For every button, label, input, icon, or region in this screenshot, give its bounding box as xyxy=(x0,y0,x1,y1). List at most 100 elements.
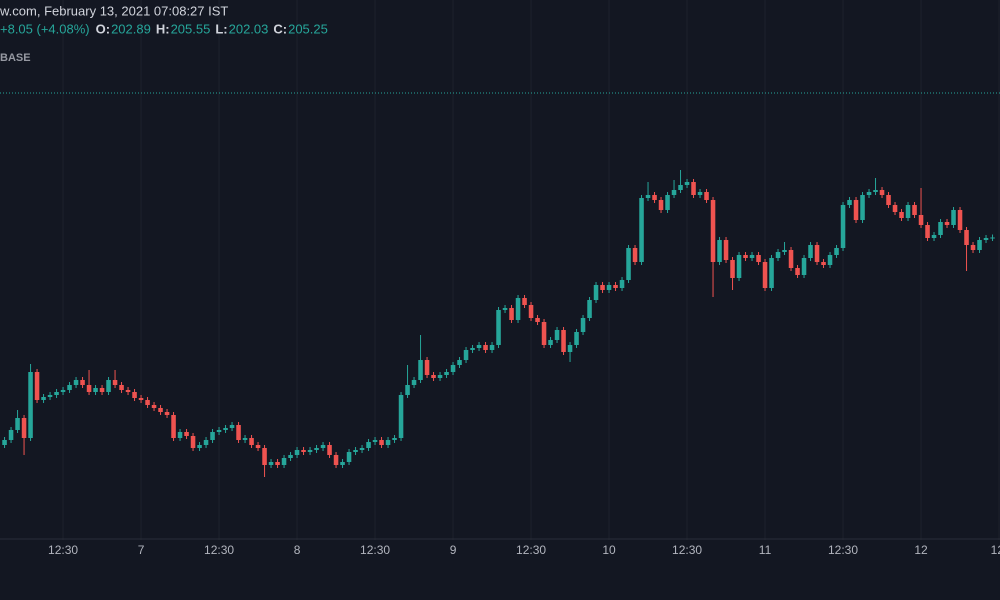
candle-body xyxy=(431,375,436,378)
candle-body xyxy=(132,392,137,398)
candle-body xyxy=(548,340,553,345)
candle-body xyxy=(925,225,930,238)
x-tick-label: 7 xyxy=(138,543,145,557)
candle-body xyxy=(47,395,53,397)
candle-body xyxy=(873,190,878,192)
candle-body xyxy=(847,200,852,205)
candle-body xyxy=(918,215,924,225)
candle-body xyxy=(106,380,111,392)
candle-body xyxy=(691,182,696,195)
candle-body xyxy=(372,440,378,442)
candle-body xyxy=(535,318,540,322)
candle-body xyxy=(268,462,274,465)
candle-body xyxy=(678,185,683,190)
candle-body xyxy=(405,385,410,395)
candle-body xyxy=(639,198,644,262)
candle-body xyxy=(944,222,950,225)
candle-body xyxy=(684,182,690,185)
candle-body xyxy=(580,318,586,332)
candle-body xyxy=(632,248,638,262)
x-tick-label: 12 xyxy=(914,543,928,557)
ohlc-value: 205.55 xyxy=(171,21,211,36)
candle-body xyxy=(327,445,332,455)
candle-body xyxy=(444,372,449,375)
candle-body xyxy=(775,252,781,258)
candle-body xyxy=(515,298,521,320)
candle-body xyxy=(398,395,404,438)
candle-body xyxy=(710,200,716,262)
candle-body xyxy=(970,245,976,250)
candle-body xyxy=(392,438,397,440)
candle-body xyxy=(125,390,131,392)
candle-body xyxy=(587,300,592,318)
candle-body xyxy=(600,285,605,290)
candle-body xyxy=(60,390,66,392)
ohlc-value: 202.03 xyxy=(229,21,269,36)
candle-body xyxy=(717,240,722,262)
candle-body xyxy=(866,192,872,195)
candle-body xyxy=(158,408,163,412)
candle-body xyxy=(860,195,865,220)
candle-body xyxy=(281,458,287,465)
candle-body xyxy=(275,462,280,465)
candle-body xyxy=(554,330,560,340)
x-tick-label: 12:30 xyxy=(204,543,234,557)
candle-body xyxy=(67,385,72,390)
candle-body xyxy=(93,388,98,392)
candle-body xyxy=(983,238,989,240)
candle-body xyxy=(255,445,261,448)
candle-body xyxy=(957,210,963,230)
candle-body xyxy=(697,192,703,195)
candle-body xyxy=(899,212,904,218)
candle-body xyxy=(190,436,196,448)
candle-body xyxy=(450,365,456,372)
candle-body xyxy=(320,445,326,448)
candle-body xyxy=(528,305,534,318)
x-tick-label: 12:30 xyxy=(828,543,858,557)
x-tick-label: 10 xyxy=(602,543,616,557)
chart-title: w.com, February 13, 2021 07:08:27 IST xyxy=(0,3,228,18)
candle-body xyxy=(216,430,222,432)
ohlc-label: O: xyxy=(96,21,110,36)
ohlc-value: 202.89 xyxy=(111,21,151,36)
candle-body xyxy=(645,195,651,198)
candle-body xyxy=(145,400,150,405)
x-tick-label: 12: xyxy=(991,543,1000,557)
candle-body xyxy=(990,237,995,239)
candle-body xyxy=(41,397,46,400)
candle-body xyxy=(788,250,794,268)
candle-body xyxy=(164,412,170,415)
candle-body xyxy=(236,425,241,440)
candle-body xyxy=(340,462,345,465)
candle-body xyxy=(197,445,202,448)
candle-body xyxy=(652,195,657,200)
candle-body xyxy=(99,388,105,392)
candle-body xyxy=(119,385,124,390)
candle-body xyxy=(301,450,306,452)
candle-body xyxy=(801,258,807,275)
candle-body xyxy=(223,428,228,430)
candle-body xyxy=(262,448,267,465)
candles xyxy=(2,170,995,477)
ohlc-value: 205.25 xyxy=(288,21,328,36)
candle-body xyxy=(21,418,27,438)
candle-body xyxy=(665,195,670,210)
candle-body xyxy=(34,372,40,400)
x-tick-label: 12:30 xyxy=(672,543,702,557)
x-tick-label: 8 xyxy=(294,543,301,557)
candle-body xyxy=(359,448,365,450)
candle-body xyxy=(541,322,547,345)
candle-body xyxy=(931,235,937,238)
candle-body xyxy=(827,255,833,265)
x-tick-label: 12:30 xyxy=(48,543,78,557)
candle-body xyxy=(840,205,846,248)
candle-body xyxy=(314,448,319,450)
candle-body xyxy=(593,285,599,300)
candle-body xyxy=(424,360,430,375)
candle-body xyxy=(366,442,371,448)
candle-body xyxy=(483,345,488,350)
candle-body xyxy=(379,440,384,445)
candle-body xyxy=(671,190,677,195)
candle-body xyxy=(814,245,820,262)
